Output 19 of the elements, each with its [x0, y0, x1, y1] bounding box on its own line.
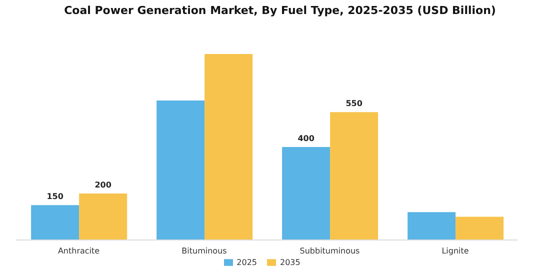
chart-title: Coal Power Generation Market, By Fuel Type, 2025-2035 (USD Billion): [63, 3, 497, 19]
x-tick-label: Lignite: [442, 246, 469, 256]
data-label: 550: [346, 99, 363, 108]
bar: [204, 54, 253, 240]
legend-label: 2035: [280, 258, 300, 267]
legend-label: 2025: [236, 258, 257, 267]
x-tick-label: Bituminous: [182, 246, 227, 256]
x-tick-label: Anthracite: [58, 246, 100, 256]
bar: [456, 216, 504, 240]
bar: [156, 100, 205, 240]
bar: [408, 212, 456, 240]
bar: [330, 112, 378, 240]
x-tick-label: Subbituminous: [300, 246, 360, 256]
data-label: 400: [298, 134, 315, 143]
bar: [79, 194, 128, 240]
data-label: 200: [94, 180, 112, 190]
data-label: 150: [46, 192, 64, 202]
bar: [31, 205, 80, 240]
bar: [282, 147, 330, 240]
